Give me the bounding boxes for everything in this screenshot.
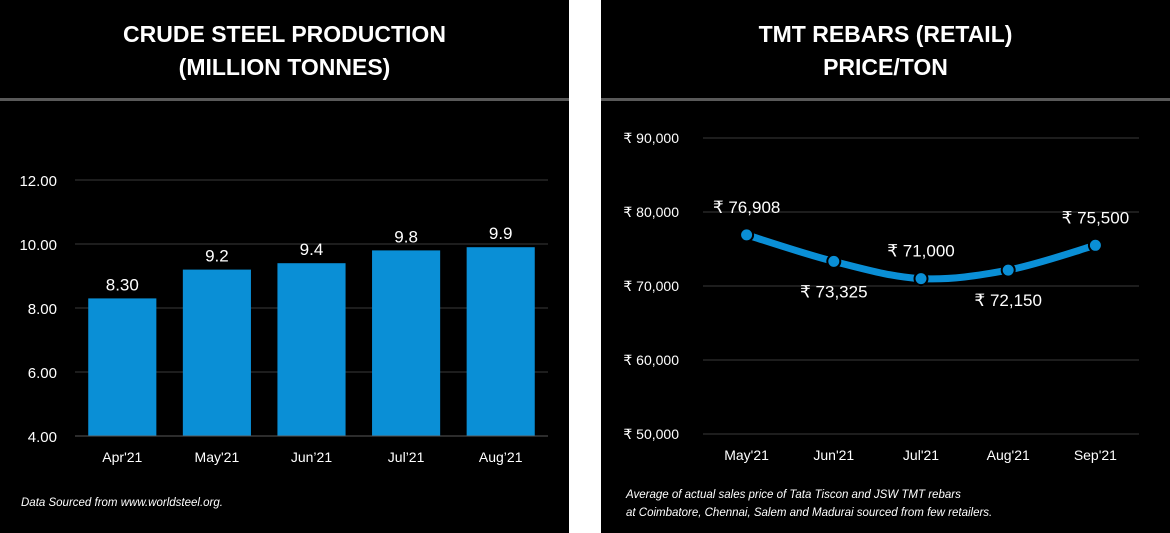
x-tick-label: Jun'21 xyxy=(813,447,854,463)
y-tick-label: 10.00 xyxy=(19,237,57,254)
bar-data-label: 9.9 xyxy=(489,224,513,243)
right-title-line1: TMT REBARS (RETAIL) xyxy=(758,21,1013,47)
y-tick-label: 8.00 xyxy=(28,301,57,318)
right-note-line2: at Coimbatore, Chennai, Salem and Madura… xyxy=(626,507,993,519)
bar xyxy=(277,263,346,436)
bar-data-label: 9.4 xyxy=(300,240,324,259)
right-title-line2: PRICE/TON xyxy=(823,54,948,80)
x-tick-label: May'21 xyxy=(195,449,240,465)
left-title-line1: CRUDE STEEL PRODUCTION xyxy=(123,21,446,47)
y-tick-label: ₹ 80,000 xyxy=(623,204,679,220)
price-data-label: ₹ 73,325 xyxy=(800,282,868,301)
price-point-marker xyxy=(1087,237,1103,253)
price-data-label: ₹ 72,150 xyxy=(974,291,1042,310)
price-data-label: ₹ 71,000 xyxy=(887,242,955,261)
price-point-marker xyxy=(913,271,929,287)
y-tick-label: 4.00 xyxy=(28,429,57,446)
x-tick-label: Sep'21 xyxy=(1074,447,1117,463)
bar-data-label: 9.8 xyxy=(394,227,418,246)
bar-data-label: 9.2 xyxy=(205,247,229,266)
y-tick-label: ₹ 50,000 xyxy=(623,426,679,442)
crude-steel-bar-chart: 4.00 6.00 8.00 10.00 12.00 8.30 Apr'21 9.2 May'2… xyxy=(19,173,548,465)
left-title-line2: (MILLION TONNES) xyxy=(178,54,391,80)
price-point-marker xyxy=(1000,262,1016,278)
bar xyxy=(372,250,441,436)
tmt-rebar-panel: TMT REBARS (RETAIL) PRICE/TON ₹ 50,000 ₹ … xyxy=(601,0,1170,533)
y-tick-label: 6.00 xyxy=(28,365,57,382)
bar xyxy=(466,247,535,436)
price-data-label: ₹ 76,908 xyxy=(713,198,781,217)
y-tick-label: 12.00 xyxy=(19,173,57,190)
left-source-note: Data Sourced from www.worldsteel.org. xyxy=(21,497,223,509)
bar xyxy=(182,269,251,436)
x-tick-label: May'21 xyxy=(724,447,769,463)
x-tick-label: Jul’21 xyxy=(388,449,425,465)
y-tick-label: ₹ 60,000 xyxy=(623,352,679,368)
price-point-marker xyxy=(826,253,842,269)
left-chart-title: CRUDE STEEL PRODUCTION (MILLION TONNES) xyxy=(0,18,569,84)
right-source-note: Average of actual sales price of Tata Ti… xyxy=(626,486,992,522)
right-chart-title: TMT REBARS (RETAIL) PRICE/TON xyxy=(601,18,1170,84)
x-tick-label: Aug’21 xyxy=(479,449,523,465)
bar-data-label: 8.30 xyxy=(106,275,139,294)
y-tick-label: ₹ 90,000 xyxy=(623,130,679,146)
x-tick-label: Apr'21 xyxy=(102,449,142,465)
x-tick-label: Jun’21 xyxy=(291,449,332,465)
price-point-marker xyxy=(739,227,755,243)
bar xyxy=(88,298,157,436)
y-tick-label: ₹ 70,000 xyxy=(623,278,679,294)
left-title-divider xyxy=(0,98,569,101)
tmt-price-line-chart: ₹ 50,000 ₹ 60,000 ₹ 70,000 ₹ 80,000 ₹ 90,000… xyxy=(623,130,1139,463)
x-tick-label: Aug'21 xyxy=(987,447,1030,463)
price-data-label: ₹ 75,500 xyxy=(1062,208,1130,227)
right-title-divider xyxy=(601,98,1170,101)
right-note-line1: Average of actual sales price of Tata Ti… xyxy=(626,489,961,501)
crude-steel-panel: CRUDE STEEL PRODUCTION (MILLION TONNES) … xyxy=(0,0,569,533)
x-tick-label: Jul'21 xyxy=(903,447,939,463)
